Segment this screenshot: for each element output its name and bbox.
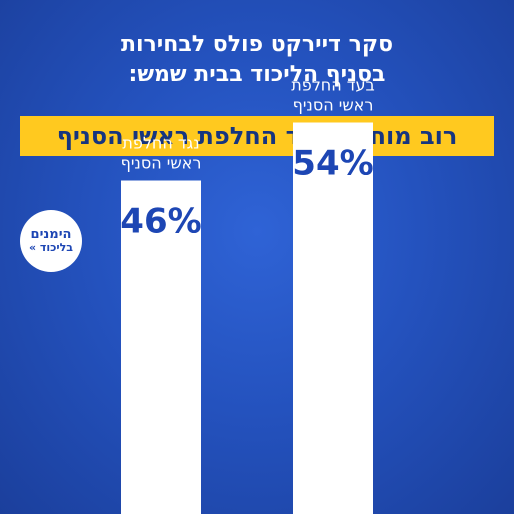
bar-value-label-2: 54% [292,144,373,184]
category-label-1-line-2: ראשי הסניף [121,154,202,173]
category-label-1-line-1: נגד החלפת [122,134,199,153]
bar-value-label-1: 46% [120,202,201,242]
category-label-2-line-2: ראשי הסניף [293,96,374,115]
chart-title: סקר דיירקט פולס לבחירות בסניף הליכוד בבי… [0,30,514,90]
bar-1 [121,180,201,514]
party-logo: הימנים בליכוד » [20,210,82,272]
bar-2 [293,122,373,514]
headline-banner: רוב מוחלט בעד החלפת ראשי הסניף [20,116,494,156]
title-line-2: בסניף הליכוד בבית שמש: [128,62,386,87]
title-line-1: סקר דיירקט פולס לבחירות [120,32,394,57]
banner-text: רוב מוחלט בעד החלפת ראשי הסניף [56,122,458,150]
category-label-2-line-1: בעד החלפת [291,76,375,95]
logo-text-line-2: בליכוד » [28,241,73,255]
logo-text-line-1: הימנים [30,227,72,243]
